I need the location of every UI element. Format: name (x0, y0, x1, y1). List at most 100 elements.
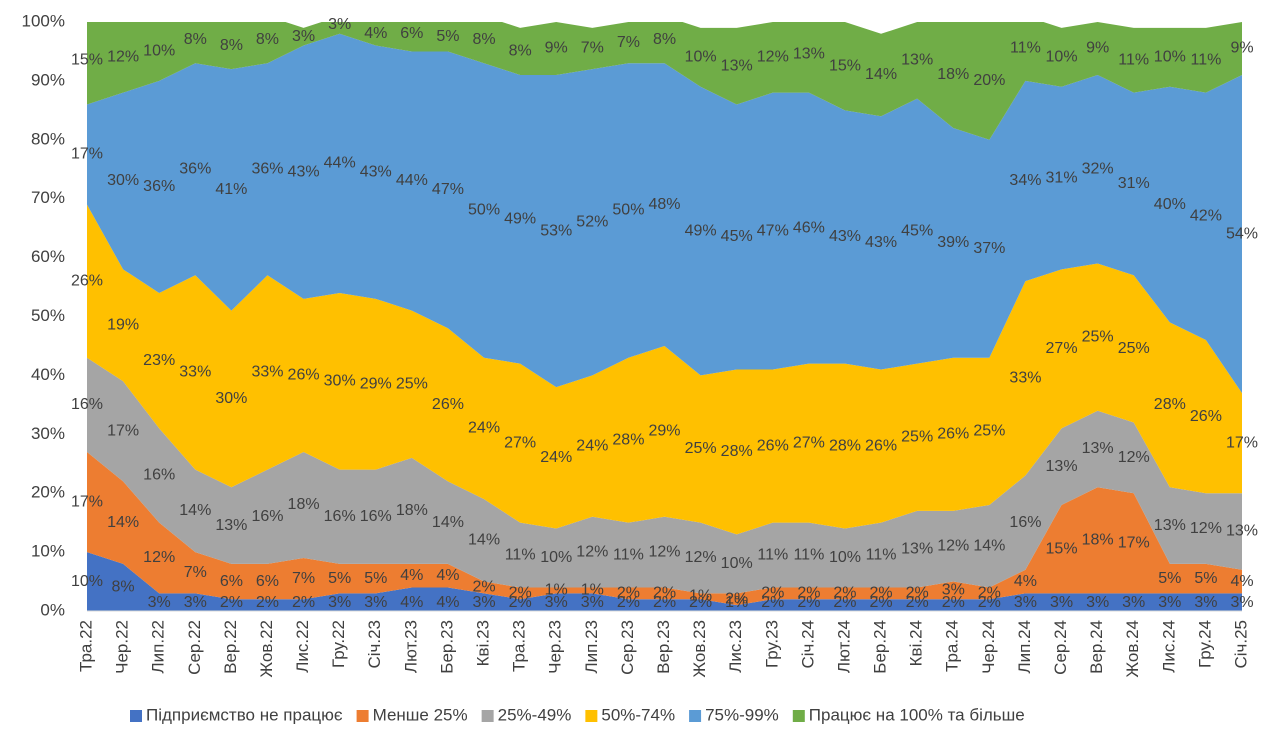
y-tick-label: 30% (31, 424, 65, 443)
legend-swatch (689, 710, 702, 722)
data-label: 3% (942, 582, 965, 599)
data-label: 14% (179, 502, 211, 519)
data-label: 33% (251, 364, 283, 381)
data-label: 44% (324, 155, 356, 172)
data-label: 5% (364, 570, 387, 587)
data-label: 3% (1050, 594, 1073, 611)
x-tick-label: Тра.24 (943, 620, 962, 672)
data-label: 26% (937, 426, 969, 443)
data-label: 13% (1082, 440, 1114, 457)
legend-label: 50%-74% (601, 705, 675, 724)
data-label: 10% (685, 49, 717, 66)
data-label: 2% (906, 585, 929, 602)
data-label: 47% (757, 222, 789, 239)
data-label: 9% (1086, 40, 1109, 57)
data-label: 2% (870, 585, 893, 602)
data-label: 10% (721, 555, 753, 572)
legend-swatch (130, 710, 142, 722)
x-tick-label: Сер.23 (618, 620, 637, 675)
data-label: 46% (793, 219, 825, 236)
data-label: 36% (251, 160, 283, 177)
data-label: 4% (400, 594, 423, 611)
data-label: 14% (468, 532, 500, 549)
data-label: 13% (215, 517, 247, 534)
data-label: 45% (721, 228, 753, 245)
data-label: 12% (685, 549, 717, 566)
data-label: 16% (1009, 514, 1041, 531)
data-label: 25% (396, 375, 428, 392)
data-label: 4% (436, 567, 459, 584)
data-label: 8% (220, 37, 243, 54)
x-tick-label: Лис.23 (726, 620, 745, 673)
data-label: 3% (364, 594, 387, 611)
data-label: 36% (179, 160, 211, 177)
area (87, 33, 1242, 394)
x-tick-label: Тра.23 (510, 620, 529, 672)
data-label: 26% (288, 367, 320, 384)
data-label: 28% (1154, 396, 1186, 413)
x-tick-label: Сер.22 (185, 620, 204, 675)
data-label: 8% (184, 31, 207, 48)
data-label: 5% (1194, 570, 1217, 587)
legend-label: Підприємство не працює (146, 705, 343, 724)
area (87, 451, 1242, 606)
data-label: 49% (504, 211, 536, 228)
data-label: 16% (71, 396, 103, 413)
x-tick-label: Лют.24 (834, 620, 853, 673)
data-label: 15% (71, 52, 103, 69)
data-label: 24% (540, 449, 572, 466)
x-tick-label: Кві.24 (907, 620, 926, 666)
x-tick-label: Чер.22 (113, 620, 132, 674)
data-label: 11% (505, 546, 536, 563)
data-label: 7% (581, 40, 604, 57)
data-label: 29% (648, 423, 680, 440)
data-label: 25% (685, 440, 717, 457)
data-label: 43% (288, 163, 320, 180)
data-label: 2% (942, 594, 965, 611)
data-label: 5% (328, 570, 351, 587)
data-label: 10% (540, 549, 572, 566)
data-label: 11% (866, 546, 897, 563)
data-label: 42% (1190, 208, 1222, 225)
data-label: 28% (829, 437, 861, 454)
data-label: 16% (143, 467, 175, 484)
legend-label: 25%-49% (498, 705, 572, 724)
x-tick-label: Чер.24 (979, 620, 998, 674)
data-label: 16% (251, 508, 283, 525)
data-label: 3% (1086, 594, 1109, 611)
legend-label: 75%-99% (705, 705, 779, 724)
data-label: 47% (432, 181, 464, 198)
data-label: 3% (1014, 594, 1037, 611)
data-label: 25% (1082, 328, 1114, 345)
x-tick-label: Лис.24 (1159, 620, 1178, 673)
data-label: 11% (1118, 52, 1149, 69)
area (87, 22, 1242, 140)
x-tick-label: Лис.22 (293, 620, 312, 673)
data-label: 13% (901, 52, 933, 69)
data-label: 11% (757, 546, 788, 563)
data-label: 20% (973, 72, 1005, 89)
x-tick-label: Жов.23 (690, 620, 709, 678)
legend-swatch (481, 710, 494, 722)
data-label: 33% (179, 364, 211, 381)
data-label: 10% (1154, 49, 1186, 66)
x-tick-label: Сер.24 (1051, 620, 1070, 675)
data-label: 2% (617, 585, 640, 602)
y-tick-label: 90% (31, 70, 65, 89)
data-label: 15% (829, 57, 861, 74)
y-tick-label: 100% (22, 11, 65, 30)
data-label: 29% (360, 375, 392, 392)
data-label: 2% (870, 594, 893, 611)
data-label: 11% (1190, 52, 1221, 69)
x-tick-label: Тра.22 (76, 620, 95, 672)
data-label: 28% (721, 443, 753, 460)
data-label: 1% (689, 587, 712, 604)
data-label: 2% (256, 594, 279, 611)
data-label: 11% (1010, 40, 1041, 57)
data-label: 7% (292, 570, 315, 587)
x-tick-label: Гру.23 (762, 620, 781, 668)
data-label: 37% (973, 240, 1005, 257)
data-label: 26% (432, 396, 464, 413)
data-label: 30% (324, 373, 356, 390)
